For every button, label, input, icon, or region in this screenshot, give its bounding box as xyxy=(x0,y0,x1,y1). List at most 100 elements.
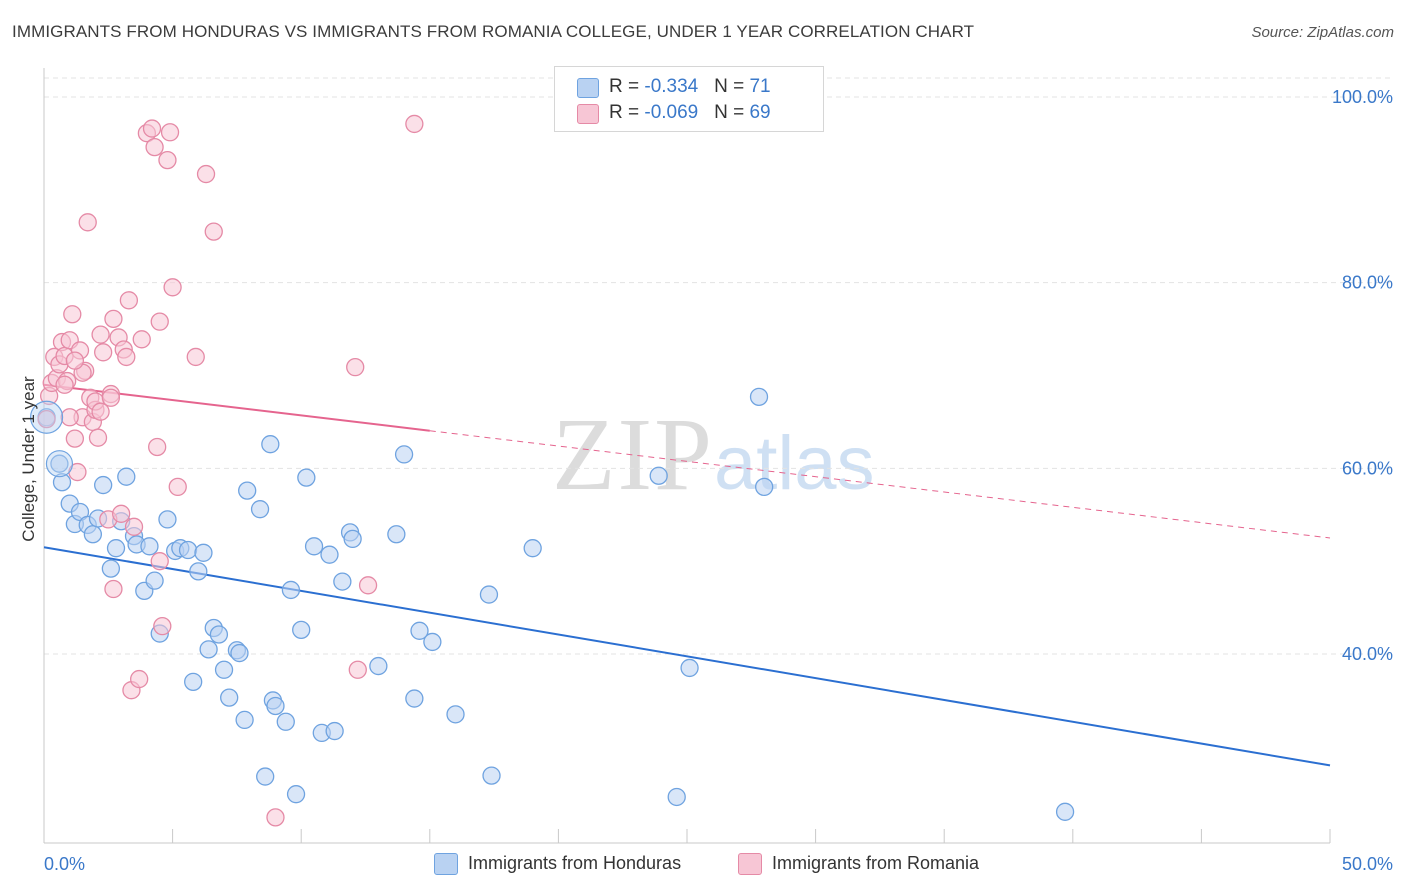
honduras-point xyxy=(235,710,254,730)
romania-point xyxy=(168,477,187,497)
honduras-point xyxy=(680,658,699,678)
romania-point xyxy=(142,119,162,138)
romania-point xyxy=(112,504,131,523)
bottom-legend-swatch-romania xyxy=(738,853,762,875)
y-tick-label: 60.0% xyxy=(1342,458,1393,478)
romania-point xyxy=(266,808,285,827)
romania-point xyxy=(117,347,136,367)
honduras-point xyxy=(343,529,362,549)
honduras-point xyxy=(667,787,686,807)
romania-point xyxy=(153,617,172,636)
honduras-point xyxy=(189,562,208,581)
x-tick-label: 50.0% xyxy=(1342,854,1393,874)
honduras-point xyxy=(405,689,424,708)
legend-r-value: -0.334 xyxy=(644,76,699,97)
legend-swatch-romania xyxy=(577,104,599,124)
bottom-legend-label-romania: Immigrants from Romania xyxy=(772,853,980,873)
romania-point xyxy=(65,351,85,370)
honduras-point xyxy=(209,625,229,644)
honduras-point xyxy=(482,766,501,785)
legend-n-label: N = xyxy=(714,102,750,123)
tick-labels: 40.0% 60.0% 80.0% 100.0% 0.0% 50.0% College, U… xyxy=(19,87,1393,874)
legend-r-label: R = xyxy=(609,102,645,123)
honduras-point xyxy=(117,467,136,486)
honduras-point xyxy=(333,572,352,591)
data-points xyxy=(29,114,1075,827)
honduras-point xyxy=(649,466,668,485)
honduras-point xyxy=(94,475,113,495)
honduras-point xyxy=(199,640,218,659)
honduras-point xyxy=(369,656,388,676)
watermark-atlas: atlas xyxy=(714,421,875,506)
romania-point xyxy=(130,669,149,689)
honduras-point xyxy=(410,621,429,640)
honduras-point xyxy=(276,712,295,731)
chart-source: Source: ZipAtlas.com xyxy=(1251,24,1394,41)
honduras-point xyxy=(220,688,239,707)
romania-point xyxy=(204,222,223,241)
honduras-point xyxy=(83,525,103,544)
honduras-point xyxy=(140,537,159,556)
honduras-point xyxy=(101,559,121,578)
honduras-point xyxy=(250,500,270,519)
romania-point xyxy=(55,375,74,394)
legend-text-honduras: R = -0.334 N = 71 xyxy=(609,76,771,98)
y-tick-label: 40.0% xyxy=(1342,644,1393,664)
legend-n-value: 71 xyxy=(749,76,771,97)
honduras-point xyxy=(238,481,257,500)
honduras-point xyxy=(194,543,213,562)
legend-n-value: 69 xyxy=(749,102,771,123)
legend-swatch-honduras xyxy=(577,78,599,98)
romania-point xyxy=(150,552,169,571)
romania-point xyxy=(91,402,110,421)
honduras-point xyxy=(184,672,203,691)
romania-point xyxy=(358,576,378,595)
gridlines xyxy=(44,77,1392,655)
y-axis-label: College, Under 1 year xyxy=(19,376,38,542)
romania-point xyxy=(196,164,216,184)
romania-point xyxy=(91,325,110,344)
romania-point xyxy=(132,330,151,349)
bottom-legend-label-honduras: Immigrants from Honduras xyxy=(468,853,682,873)
y-tick-label: 80.0% xyxy=(1342,273,1393,293)
trend-lines xyxy=(43,383,1331,767)
romania-point xyxy=(104,309,123,329)
honduras-trend-line xyxy=(43,546,1331,767)
honduras-point xyxy=(325,721,344,741)
honduras-point xyxy=(479,585,499,604)
bottom-legend-swatch-honduras xyxy=(434,853,458,875)
honduras-point xyxy=(446,705,465,724)
romania-point xyxy=(37,409,56,429)
chart-title: IMMIGRANTS FROM HONDURAS VS IMMIGRANTS F… xyxy=(12,22,975,41)
legend-text-romania: R = -0.069 N = 69 xyxy=(609,102,771,124)
honduras-point xyxy=(178,540,198,560)
honduras-point xyxy=(158,510,177,529)
romania-point xyxy=(160,123,180,142)
romania-point xyxy=(124,517,144,536)
honduras-point xyxy=(145,571,164,590)
honduras-point xyxy=(106,539,126,558)
x-tick-label: 0.0% xyxy=(44,854,85,874)
romania-point xyxy=(148,437,167,457)
romania-point xyxy=(346,357,365,377)
honduras-point xyxy=(256,767,275,786)
honduras-point xyxy=(214,660,234,679)
romania-point xyxy=(60,408,79,427)
romania-point xyxy=(348,660,367,679)
honduras-point xyxy=(230,643,249,663)
y-tick-label: 100.0% xyxy=(1332,87,1393,107)
honduras-point xyxy=(320,545,339,564)
romania-point xyxy=(101,388,121,407)
honduras-point xyxy=(261,435,280,454)
honduras-point xyxy=(52,473,72,492)
honduras-point xyxy=(45,450,74,478)
romania-point xyxy=(163,278,182,297)
honduras-point xyxy=(394,445,414,464)
legend-r-value: -0.069 xyxy=(644,102,699,123)
honduras-point xyxy=(755,477,774,497)
romania-point xyxy=(150,312,169,331)
honduras-point xyxy=(523,539,542,558)
romania-point xyxy=(158,150,177,170)
honduras-point xyxy=(50,454,69,473)
